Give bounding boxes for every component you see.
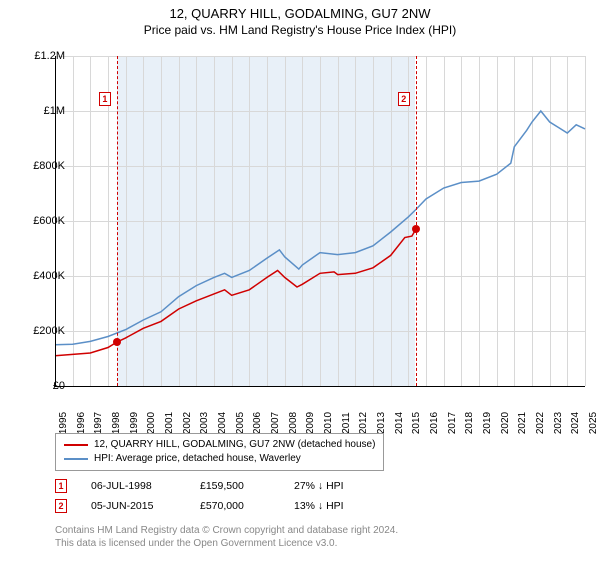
chart-title: 12, QUARRY HILL, GODALMING, GU7 2NW: [0, 6, 600, 21]
x-tick-label: 1995: [58, 412, 69, 434]
y-tick-label: £1M: [44, 105, 65, 117]
x-tick-label: 2006: [252, 412, 263, 434]
x-tick-label: 2011: [341, 412, 352, 434]
x-tick-label: 2002: [182, 412, 193, 434]
y-tick-label: £600K: [33, 215, 65, 227]
x-tick-label: 1999: [129, 412, 140, 434]
chart-lines: [55, 56, 585, 386]
footer-line2: This data is licensed under the Open Gov…: [55, 537, 398, 550]
x-tick-label: 2012: [358, 412, 369, 434]
y-tick-label: £0: [53, 380, 65, 392]
x-tick-label: 2019: [482, 412, 493, 434]
sale-point: [113, 338, 121, 346]
x-tick-label: 2009: [305, 412, 316, 434]
x-tick-label: 1998: [111, 412, 122, 434]
x-tick-label: 2020: [500, 412, 511, 434]
sales-table: 106-JUL-1998£159,50027% ↓ HPI205-JUN-201…: [55, 476, 384, 516]
legend-item: HPI: Average price, detached house, Wave…: [64, 452, 375, 466]
y-tick-label: £400K: [33, 270, 65, 282]
x-tick-label: 2010: [323, 412, 334, 434]
x-tick-label: 2005: [235, 412, 246, 434]
chart-plot: 12: [55, 56, 585, 386]
x-tick-label: 2025: [588, 412, 599, 434]
footer-attribution: Contains HM Land Registry data © Crown c…: [55, 524, 398, 550]
sale-row: 205-JUN-2015£570,00013% ↓ HPI: [55, 496, 384, 516]
footer-line1: Contains HM Land Registry data © Crown c…: [55, 524, 398, 537]
x-tick-label: 2001: [164, 412, 175, 434]
x-tick-label: 2018: [464, 412, 475, 434]
x-tick-label: 2003: [199, 412, 210, 434]
x-tick-label: 1996: [76, 412, 87, 434]
x-tick-label: 2017: [447, 412, 458, 434]
chart-subtitle: Price paid vs. HM Land Registry's House …: [0, 23, 600, 37]
x-tick-label: 2007: [270, 412, 281, 434]
hpi-line: [55, 111, 585, 345]
legend-box: 12, QUARRY HILL, GODALMING, GU7 2NW (det…: [55, 433, 384, 471]
sale-row: 106-JUL-1998£159,50027% ↓ HPI: [55, 476, 384, 496]
sale-marker-box: 2: [398, 92, 410, 106]
x-tick-label: 2024: [570, 412, 581, 434]
x-tick-label: 2004: [217, 412, 228, 434]
y-tick-label: £200K: [33, 325, 65, 337]
x-tick-label: 2000: [146, 412, 157, 434]
y-tick-label: £1.2M: [34, 50, 65, 62]
x-tick-label: 2021: [517, 412, 528, 434]
x-tick-label: 2015: [411, 412, 422, 434]
x-tick-label: 2016: [429, 412, 440, 434]
sale-point: [412, 225, 420, 233]
sale-marker-box: 1: [99, 92, 111, 106]
x-tick-label: 2023: [553, 412, 564, 434]
legend-item: 12, QUARRY HILL, GODALMING, GU7 2NW (det…: [64, 438, 375, 452]
x-tick-label: 2022: [535, 412, 546, 434]
x-tick-label: 2013: [376, 412, 387, 434]
x-tick-label: 2014: [394, 412, 405, 434]
y-tick-label: £800K: [33, 160, 65, 172]
x-tick-label: 1997: [93, 412, 104, 434]
x-tick-label: 2008: [288, 412, 299, 434]
